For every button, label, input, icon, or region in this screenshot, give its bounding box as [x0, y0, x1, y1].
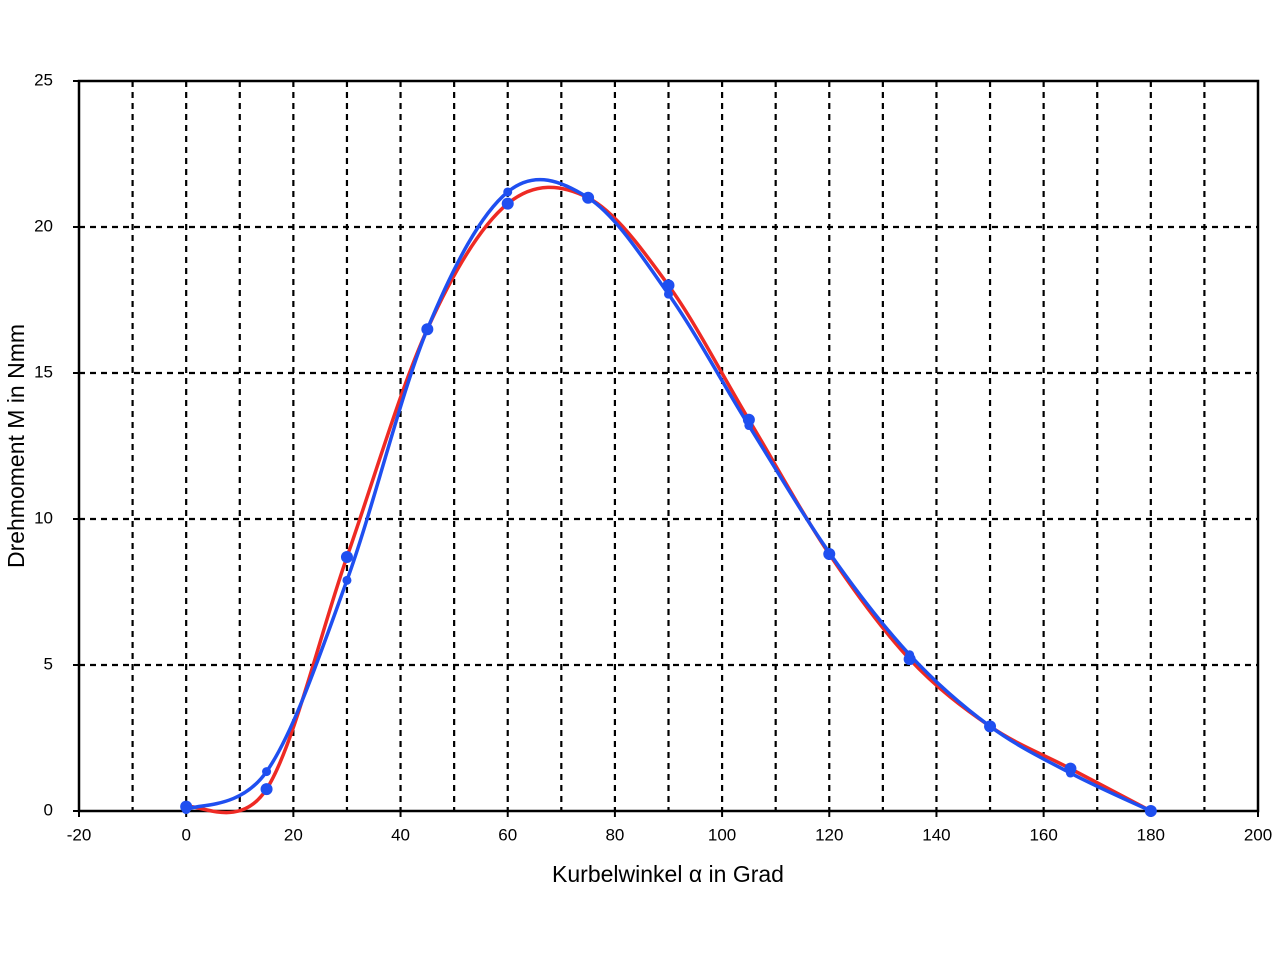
y-tick-label: 5 [44, 654, 53, 673]
x-tick-label: 180 [1137, 825, 1165, 844]
data-point [1146, 806, 1156, 816]
plot-frame [77, 79, 1260, 813]
x-tick-label: 20 [284, 825, 303, 844]
data-point [260, 783, 273, 796]
data-point [1065, 768, 1075, 778]
data-point [905, 650, 915, 660]
data-point [181, 805, 191, 815]
data-point [662, 279, 675, 292]
data-point [824, 548, 834, 558]
y-tick-label: 25 [34, 70, 53, 89]
data-point [503, 187, 513, 197]
data-point [744, 421, 754, 431]
data-point [262, 767, 272, 777]
data-point [342, 575, 352, 585]
y-tick-label: 15 [34, 362, 53, 381]
x-tick-label: 0 [181, 825, 190, 844]
y-tick-label: 10 [34, 508, 53, 527]
data-point [583, 193, 593, 203]
data-point [422, 324, 432, 334]
data-point [501, 197, 514, 210]
y-axis-title: Drehmoment M in Nmm [3, 324, 29, 568]
data-point [340, 550, 353, 563]
x-tick-label: 140 [922, 825, 950, 844]
x-tick-label: 80 [605, 825, 624, 844]
data-point [664, 289, 673, 299]
x-tick-label: 40 [391, 825, 410, 844]
y-tick-label: 20 [34, 216, 53, 235]
y-tick-label: 0 [44, 800, 53, 819]
x-tick-label: 200 [1244, 825, 1272, 844]
x-tick-label: 60 [498, 825, 517, 844]
x-tick-label: 100 [708, 825, 736, 844]
series-line [185, 177, 1152, 813]
x-tick-label: 160 [1029, 825, 1057, 844]
x-tick-label: -20 [67, 825, 92, 844]
data-point [985, 721, 995, 731]
x-tick-label: 120 [815, 825, 843, 844]
x-axis-title: Kurbelwinkel α in Grad [552, 861, 784, 887]
